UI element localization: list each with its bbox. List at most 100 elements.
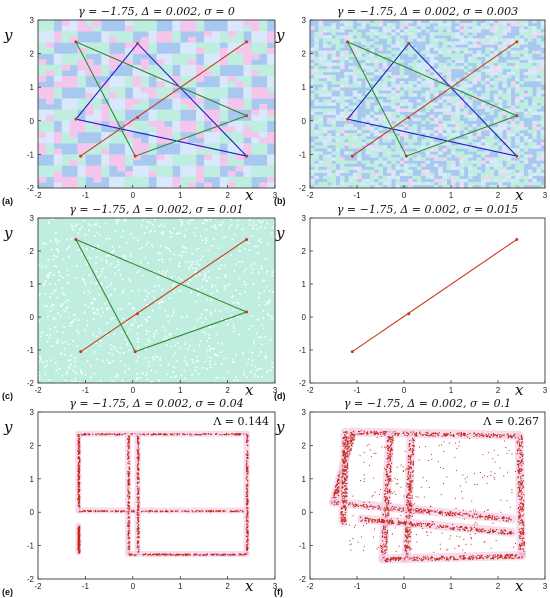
y-tick-label: 0 [30, 508, 35, 517]
lyapunov-annotation: Λ = 0.144 [212, 415, 269, 428]
y-tick-label: -2 [27, 379, 35, 388]
x-tick-label: 0 [131, 191, 136, 200]
y-tick-label: 1 [30, 280, 35, 289]
orbit-polygon-0 [74, 238, 249, 353]
orbit-point-2 [515, 237, 519, 241]
y-tick-label: 1 [302, 280, 307, 289]
y-tick-label: 3 [302, 408, 307, 417]
panel-title: γ = −1.75, Δ = 0.002, σ = 0.015 [337, 203, 518, 216]
y-tick-label: -2 [27, 184, 35, 193]
y-axis-label: y [3, 26, 13, 44]
orbit-point-0 [350, 350, 354, 354]
x-tick-label: -1 [353, 582, 361, 591]
x-tick-label: 0 [402, 386, 407, 395]
x-axis-label: x [515, 186, 524, 204]
orbit-polygon-0 [346, 42, 519, 158]
x-tick-label: 3 [273, 386, 278, 395]
y-tick-label: -1 [27, 150, 35, 159]
x-axis-label: x [245, 381, 254, 399]
orbit-point-0 [79, 350, 83, 354]
orbit-point-6 [346, 40, 350, 44]
x-tick-label: 3 [273, 582, 278, 591]
y-tick-label: 0 [302, 313, 307, 322]
orbit-point-4 [407, 42, 411, 46]
panel-title: γ = −1.75, Δ = 0.002, σ = 0.003 [337, 5, 518, 18]
y-tick-label: 0 [30, 313, 35, 322]
x-axis-label: x [515, 381, 524, 399]
x-tick-label: 2 [225, 191, 230, 200]
plot-frame [309, 217, 546, 384]
orbit-polygon-1 [74, 40, 249, 157]
noisy-attractor [75, 430, 250, 557]
y-tick-label: 2 [302, 441, 307, 450]
orbit-line-1 [80, 238, 247, 353]
orbit-point-7 [245, 114, 249, 118]
x-tick-label: -1 [82, 191, 90, 200]
orbit-point-5 [515, 154, 519, 158]
y-axis-label: y [275, 26, 285, 44]
panel-label: (d) [274, 391, 286, 401]
orbit-line-2 [80, 41, 247, 157]
orbit-line-2 [351, 41, 518, 157]
y-tick-label: -1 [27, 346, 35, 355]
x-tick-label: 3 [543, 191, 548, 200]
y-tick-label: 2 [30, 441, 35, 450]
y-tick-label: -2 [299, 379, 307, 388]
x-tick-label: 3 [543, 582, 548, 591]
x-tick-label: -1 [353, 191, 361, 200]
orbit-point-0 [350, 154, 354, 158]
orbit-polygon-1 [346, 40, 519, 157]
panel-label: (c) [2, 391, 13, 401]
plot-frame [37, 19, 276, 189]
panel-a: -2 -1 0 1 2 3 -2 -1 0 1 2 3 γ = −1.75, Δ = 0.002, σ … [2, 5, 278, 206]
plot-frame [37, 217, 276, 384]
orbit-point-4 [245, 310, 249, 314]
y-tick-label: 1 [302, 475, 307, 484]
x-tick-label: -2 [34, 191, 42, 200]
x-tick-label: -2 [306, 386, 314, 395]
x-tick-label: -2 [34, 582, 42, 591]
y-tick-label: 0 [302, 117, 307, 126]
panel-b: -2 -1 0 1 2 3 -2 -1 0 1 2 3 γ = −1.75, Δ = 0.002, σ … [274, 5, 548, 206]
y-tick-label: 1 [30, 475, 35, 484]
y-axis-label: y [275, 224, 285, 242]
plot-frame [37, 411, 276, 580]
x-tick-label: 0 [402, 191, 407, 200]
x-tick-label: 2 [496, 582, 501, 591]
y-tick-label: 0 [302, 508, 307, 517]
x-axis-label: x [245, 186, 254, 204]
x-tick-label: -1 [82, 386, 90, 395]
x-tick-label: 1 [449, 386, 454, 395]
y-axis-label: y [275, 418, 285, 436]
y-tick-label: 0 [30, 117, 35, 126]
orbit-point-1 [136, 312, 140, 316]
y-tick-label: 1 [30, 83, 35, 92]
basin-background [38, 20, 275, 188]
x-tick-label: 3 [273, 191, 278, 200]
panel-c: -2 -1 0 1 2 3 -2 -1 0 1 2 3 γ = −1.75, Δ = 0.002, σ … [2, 203, 278, 401]
panel-d: -2 -1 0 1 2 3 -2 -1 0 1 2 3 γ = −1.75, Δ = 0.002, σ … [274, 203, 548, 401]
y-axis-label: y [3, 224, 13, 242]
orbit-line-0 [351, 238, 518, 353]
y-tick-label: -2 [299, 575, 307, 584]
y-tick-label: 2 [302, 50, 307, 59]
y-tick-label: 3 [302, 214, 307, 223]
plot-frame [309, 19, 546, 189]
y-tick-label: -1 [299, 346, 307, 355]
x-tick-label: 1 [178, 582, 183, 591]
orbit-point-8 [404, 154, 408, 158]
orbit-point-0 [79, 154, 83, 158]
attractor-halo-3 [514, 430, 526, 561]
y-tick-label: -2 [27, 575, 35, 584]
x-axis-label: x [245, 577, 254, 595]
orbit-point-5 [245, 154, 249, 158]
x-tick-label: 1 [178, 191, 183, 200]
x-tick-label: 1 [449, 582, 454, 591]
x-tick-label: 1 [178, 386, 183, 395]
panel-label: (e) [2, 587, 13, 597]
x-tick-label: 0 [131, 582, 136, 591]
x-tick-label: 2 [225, 386, 230, 395]
orbit-point-3 [74, 237, 78, 241]
y-tick-label: -1 [299, 150, 307, 159]
